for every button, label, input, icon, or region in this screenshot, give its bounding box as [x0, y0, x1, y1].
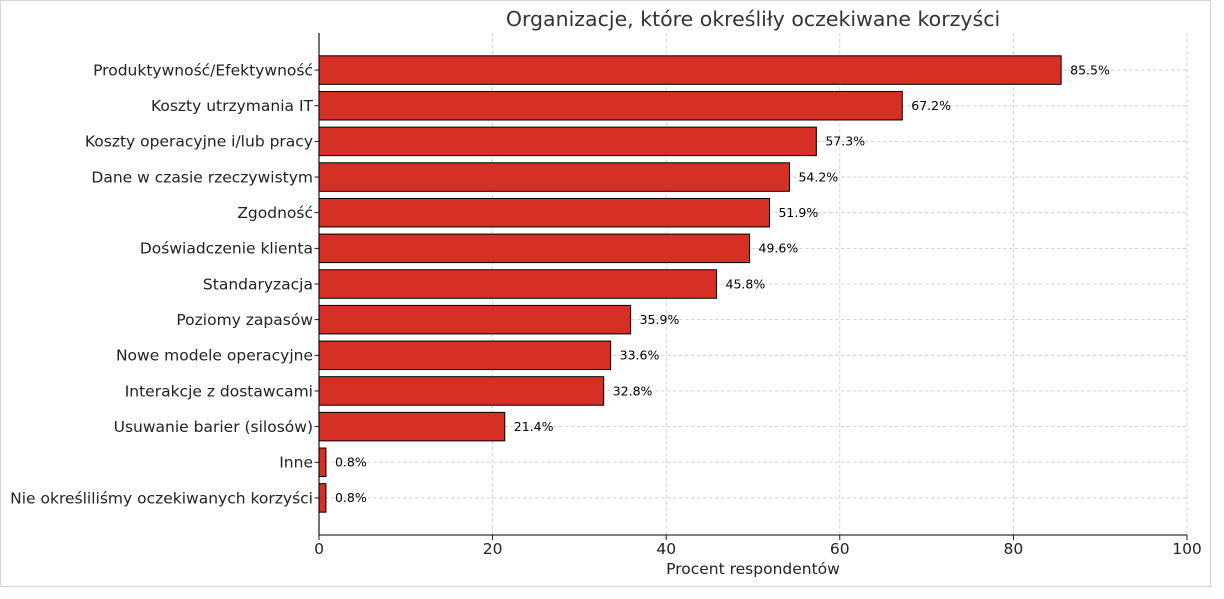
y-tick-label: Poziomy zapasów — [176, 311, 313, 329]
chart-title: Organizacje, które określiły oczekiwane … — [506, 7, 1000, 31]
y-tick-label: Produktywność/Efektywność — [93, 61, 313, 79]
bar-value-label: 21.4% — [514, 419, 554, 434]
bar-value-label: 35.9% — [640, 312, 680, 327]
bar — [318, 162, 790, 192]
bar — [318, 483, 327, 513]
y-tick-label: Dane w czasie rzeczywistym — [91, 168, 313, 186]
y-tick-label: Usuwanie barier (silosów) — [114, 418, 313, 436]
axes — [314, 33, 1188, 540]
bar-value-label: 0.8% — [335, 455, 367, 470]
x-tick-label: 80 — [1004, 540, 1024, 558]
bar — [318, 447, 327, 478]
x-tick-label: 20 — [483, 540, 503, 558]
y-tick-label: Koszty utrzymania IT — [151, 97, 314, 115]
x-axis-label: Procent respondentów — [666, 560, 840, 578]
y-tick-label: Doświadczenie klienta — [140, 240, 313, 258]
bar-value-label: 45.8% — [726, 276, 766, 291]
bars — [318, 55, 1062, 513]
bar-value-label: 32.8% — [613, 383, 653, 398]
x-tick-label: 40 — [656, 540, 676, 558]
bar — [318, 411, 506, 442]
bar — [318, 376, 605, 406]
bar — [318, 340, 612, 371]
bar-value-label: 54.2% — [798, 169, 838, 184]
bar-value-label: 67.2% — [911, 98, 951, 113]
y-tick-label: Standaryzacja — [203, 275, 313, 293]
bar — [318, 55, 1062, 85]
bar — [318, 233, 751, 264]
bar — [318, 126, 817, 157]
bar — [318, 304, 632, 335]
bar-value-label: 57.3% — [825, 134, 865, 149]
x-tick-label: 100 — [1172, 540, 1202, 558]
bar-value-label: 33.6% — [620, 348, 660, 363]
labels: 85.5% 67.2% 57.3% 54.2% 51.9% 49.6% 45.8% 35.9%… — [10, 61, 1202, 558]
y-tick-label: Nowe modele operacyjne — [116, 347, 313, 365]
bar — [318, 90, 903, 121]
bar — [318, 197, 770, 228]
y-tick-label: Inne — [279, 454, 313, 472]
y-tick-label: Interakcje z dostawcami — [125, 382, 313, 400]
y-tick-label: Koszty operacyjne i/lub pracy — [85, 133, 313, 151]
bar-value-label: 51.9% — [778, 205, 818, 220]
y-tick-label: Nie określiliśmy oczekiwanych korzyści — [10, 489, 313, 507]
bar-value-label: 0.8% — [335, 490, 367, 505]
bar-value-label: 49.6% — [759, 241, 799, 256]
x-tick-label: 60 — [830, 540, 850, 558]
x-tick-label: 0 — [314, 540, 324, 558]
bar — [318, 269, 718, 299]
y-tick-label: Zgodność — [237, 204, 313, 222]
bar-value-label: 85.5% — [1070, 62, 1110, 77]
